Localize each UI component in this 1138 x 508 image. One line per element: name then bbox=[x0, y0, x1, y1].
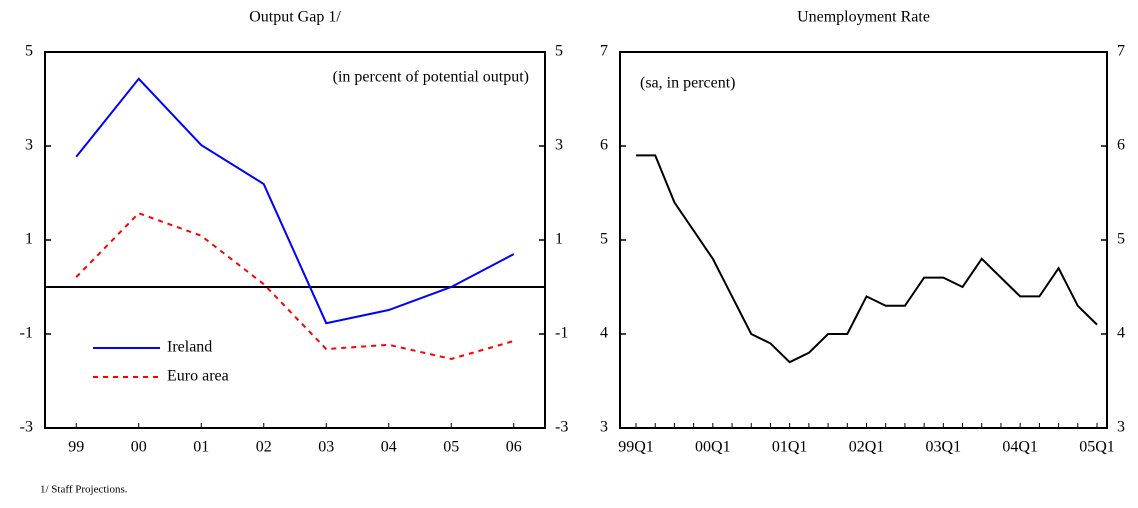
x-tick-label: 01 bbox=[193, 439, 209, 456]
y2-tick-label: -1 bbox=[555, 325, 568, 342]
x-tick-label: 00Q1 bbox=[695, 439, 731, 456]
x-tick-label: 02Q1 bbox=[849, 439, 885, 456]
y2-tick-label: 3 bbox=[555, 137, 563, 154]
y-tick-label: 5 bbox=[25, 43, 33, 60]
y-tick-label: 5 bbox=[600, 231, 608, 248]
y-tick-label: 7 bbox=[600, 43, 608, 60]
annotation: (sa, in percent) bbox=[640, 75, 736, 92]
annotation: (in percent of potential output) bbox=[333, 69, 529, 86]
y2-tick-label: 5 bbox=[555, 43, 563, 60]
x-tick-label: 03 bbox=[318, 439, 334, 456]
footnote: 1/ Staff Projections. bbox=[40, 484, 128, 496]
y2-tick-label: -3 bbox=[555, 419, 568, 436]
x-tick-label: 04Q1 bbox=[1002, 439, 1038, 456]
x-tick-label: 02 bbox=[256, 439, 272, 456]
series-line bbox=[75, 77, 515, 325]
y2-tick-label: 7 bbox=[1117, 43, 1125, 60]
y-tick-label: 3 bbox=[25, 137, 33, 154]
x-tick-label: 99 bbox=[68, 439, 84, 456]
x-tick-label: 06 bbox=[506, 439, 522, 456]
x-tick-label: 00 bbox=[131, 439, 147, 456]
x-tick-label: 05Q1 bbox=[1079, 439, 1115, 456]
legend-label: Euro area bbox=[167, 368, 229, 385]
plot-frame bbox=[44, 51, 546, 429]
chart-title: Output Gap 1/ bbox=[249, 9, 341, 26]
legend-label: Ireland bbox=[167, 339, 212, 356]
series-line bbox=[75, 212, 515, 360]
x-tick-label: 04 bbox=[381, 439, 397, 456]
x-tick-label: 01Q1 bbox=[772, 439, 808, 456]
x-tick-label: 05 bbox=[443, 439, 459, 456]
x-tick-label: 99Q1 bbox=[618, 439, 654, 456]
x-tick-label: 03Q1 bbox=[926, 439, 962, 456]
series-line bbox=[636, 154, 1098, 364]
y2-tick-label: 4 bbox=[1117, 325, 1125, 342]
y-tick-label: -1 bbox=[20, 325, 33, 342]
y-tick-label: -3 bbox=[20, 419, 33, 436]
chart-title: Unemployment Rate bbox=[797, 9, 930, 26]
y-tick-label: 1 bbox=[25, 231, 33, 248]
y-tick-label: 3 bbox=[600, 419, 608, 436]
plot-frame bbox=[619, 51, 1108, 429]
y2-tick-label: 3 bbox=[1117, 419, 1125, 436]
y2-tick-label: 1 bbox=[555, 231, 563, 248]
y2-tick-label: 5 bbox=[1117, 231, 1125, 248]
y-tick-label: 4 bbox=[600, 325, 608, 342]
y2-tick-label: 6 bbox=[1117, 137, 1125, 154]
y-tick-label: 6 bbox=[600, 137, 608, 154]
